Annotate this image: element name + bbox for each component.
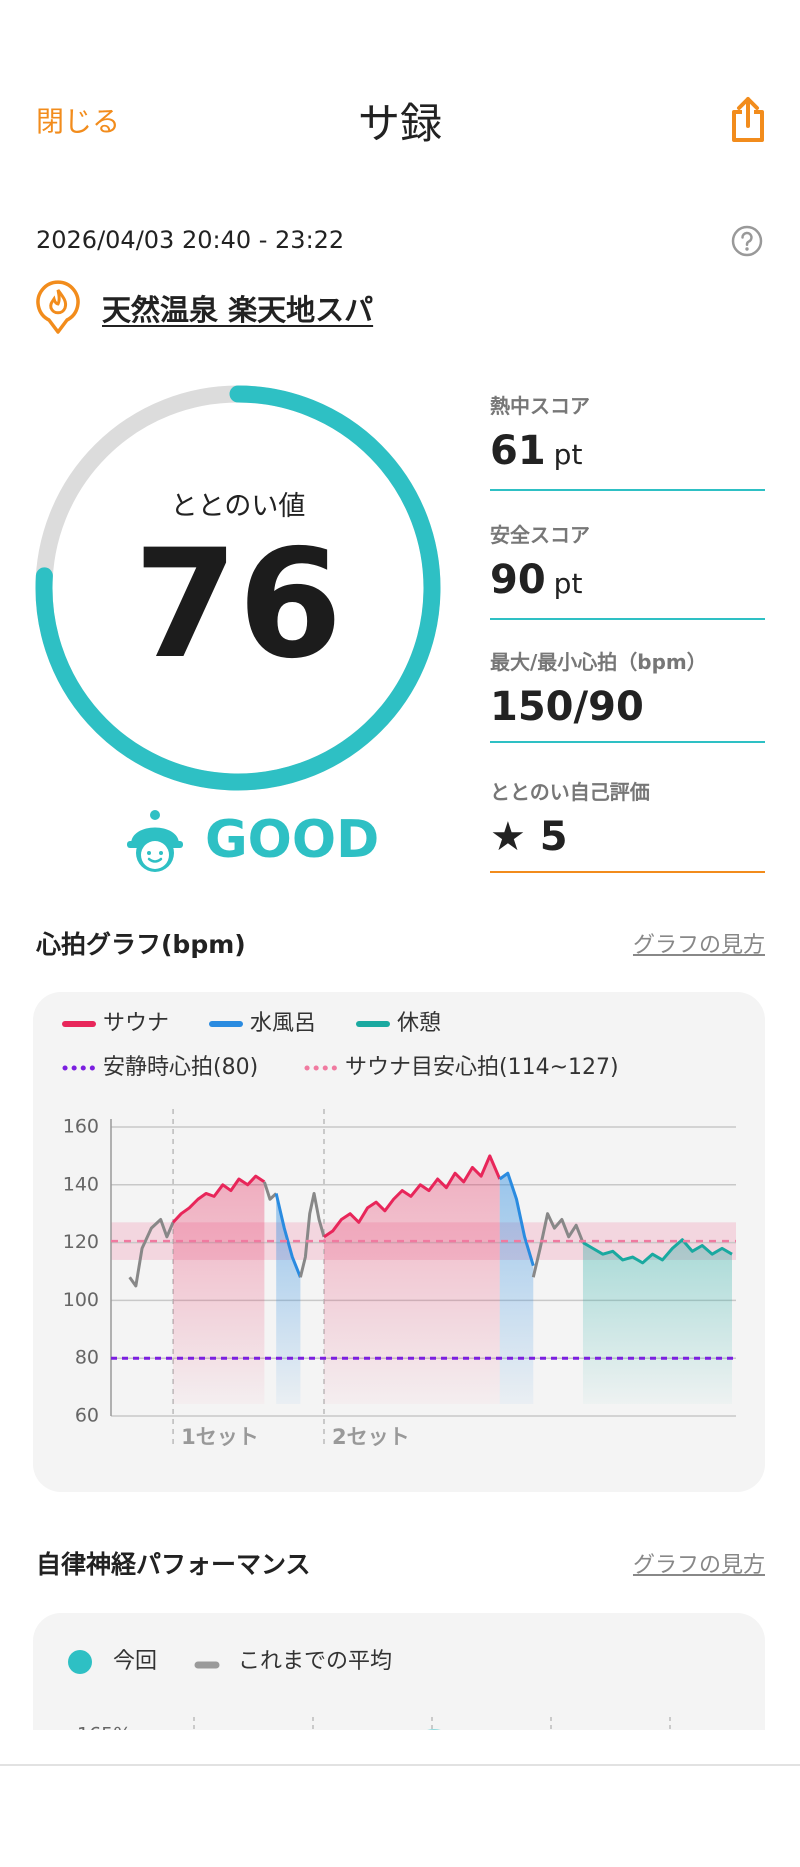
section-title: 心拍グラフ(bpm) — [36, 930, 246, 959]
stat-value-row: 150/90 — [490, 683, 765, 731]
set-label: 2セット — [332, 1425, 410, 1449]
stat-rule — [490, 871, 765, 873]
series-area — [276, 1193, 301, 1404]
heart-rate-line — [531, 1212, 585, 1278]
legend-label: 水風呂 — [250, 1011, 316, 1036]
heart-rate-line — [128, 1217, 175, 1288]
stat-value: 90 — [490, 557, 546, 603]
stat-value-row: 61 pt — [490, 427, 765, 479]
y-tick-label: 160 — [63, 1116, 99, 1138]
heart-rate-line — [582, 1238, 733, 1265]
series-area — [173, 1176, 265, 1404]
chart-card: サウナ 水風呂 休憩安静時心拍(80) サウナ目安心拍(114~127) 60 80 100… — [33, 992, 765, 1492]
share-icon[interactable] — [728, 96, 768, 144]
facility-icon — [36, 280, 80, 334]
close-button[interactable]: 閉じる — [36, 105, 121, 138]
legend-label: サウナ — [103, 1011, 169, 1036]
stat-block[interactable]: ととのい自己評価 ★ 5 — [490, 776, 765, 873]
legend-swatch — [68, 1650, 92, 1674]
y-tick-label: 120 — [63, 1231, 99, 1253]
stat-label: 最大/最小心拍（bpm） — [490, 650, 707, 674]
stat-value: 61 — [490, 428, 546, 474]
y-tick-label: 80 — [75, 1347, 99, 1369]
stat-value: 5 — [539, 814, 568, 860]
stat-rule — [490, 741, 765, 743]
record-datetime: 2026/04/03 20:40 - 23:22 — [36, 226, 345, 254]
stat-block: 最大/最小心拍（bpm） 150/90 — [490, 646, 765, 743]
page-title: サ録 — [357, 99, 442, 148]
stat-label: 熱中スコア — [490, 394, 590, 418]
legend-label: 安静時心拍(80) — [103, 1055, 258, 1080]
stat-value: 150/90 — [490, 684, 644, 730]
stat-unit: pt — [553, 567, 583, 600]
legend-label: サウナ目安心拍(114~127) — [345, 1055, 619, 1080]
star-icon: ★ — [490, 814, 526, 860]
stat-label: ととのい自己評価 — [490, 780, 650, 804]
y-tick-label: 165% — [77, 1724, 131, 1731]
gauge-arc — [35, 385, 441, 791]
divider — [0, 1764, 800, 1766]
stat-rule — [490, 489, 765, 491]
y-tick-label: 140 — [63, 1173, 99, 1195]
current-point — [427, 1729, 441, 1730]
legend-label: 休憩 — [397, 1011, 441, 1036]
facility-name[interactable]: 天然温泉 楽天地スパ — [102, 293, 374, 327]
stat-value-row: 90 pt — [490, 556, 765, 608]
heart-rate-line — [172, 1174, 266, 1224]
stat-label: 安全スコア — [490, 523, 590, 547]
heart-rate-line — [298, 1191, 326, 1278]
series-area — [324, 1155, 500, 1404]
help-link[interactable]: グラフの見方 — [632, 1553, 765, 1578]
y-tick-label: 60 — [75, 1405, 99, 1427]
stat-value-row: ★ 5 — [490, 813, 765, 861]
series-area — [499, 1173, 534, 1404]
rating-text: GOOD — [205, 810, 380, 870]
heart-rate-line — [323, 1154, 502, 1239]
score-value: 76 — [133, 518, 343, 692]
heart-rate-line — [274, 1193, 302, 1278]
stat-block: 熱中スコア 61 pt — [490, 390, 765, 491]
score-gauge — [35, 385, 441, 791]
legend-label: 今回 — [113, 1649, 157, 1674]
score-label: ととのい値 — [170, 491, 306, 522]
autonomic-card: 今回 これまでの平均 165% — [33, 1613, 765, 1730]
section-title: 自律神経パフォーマンス — [36, 1550, 311, 1579]
stat-block: 安全スコア 90 pt — [490, 519, 765, 620]
rating-mascot — [127, 810, 183, 872]
heart-rate-line — [498, 1171, 535, 1267]
y-tick-label: 100 — [63, 1289, 99, 1311]
help-icon[interactable] — [730, 224, 764, 258]
help-link[interactable]: グラフの見方 — [632, 933, 765, 958]
legend-label: これまでの平均 — [238, 1649, 392, 1674]
heart-rate-line — [262, 1181, 278, 1201]
series-area — [582, 1239, 732, 1404]
set-label: 1セット — [181, 1425, 259, 1449]
autonomic-chart: 今回 これまでの平均 165% — [68, 1649, 671, 1731]
stat-rule — [490, 618, 765, 620]
stat-unit: pt — [553, 438, 583, 471]
